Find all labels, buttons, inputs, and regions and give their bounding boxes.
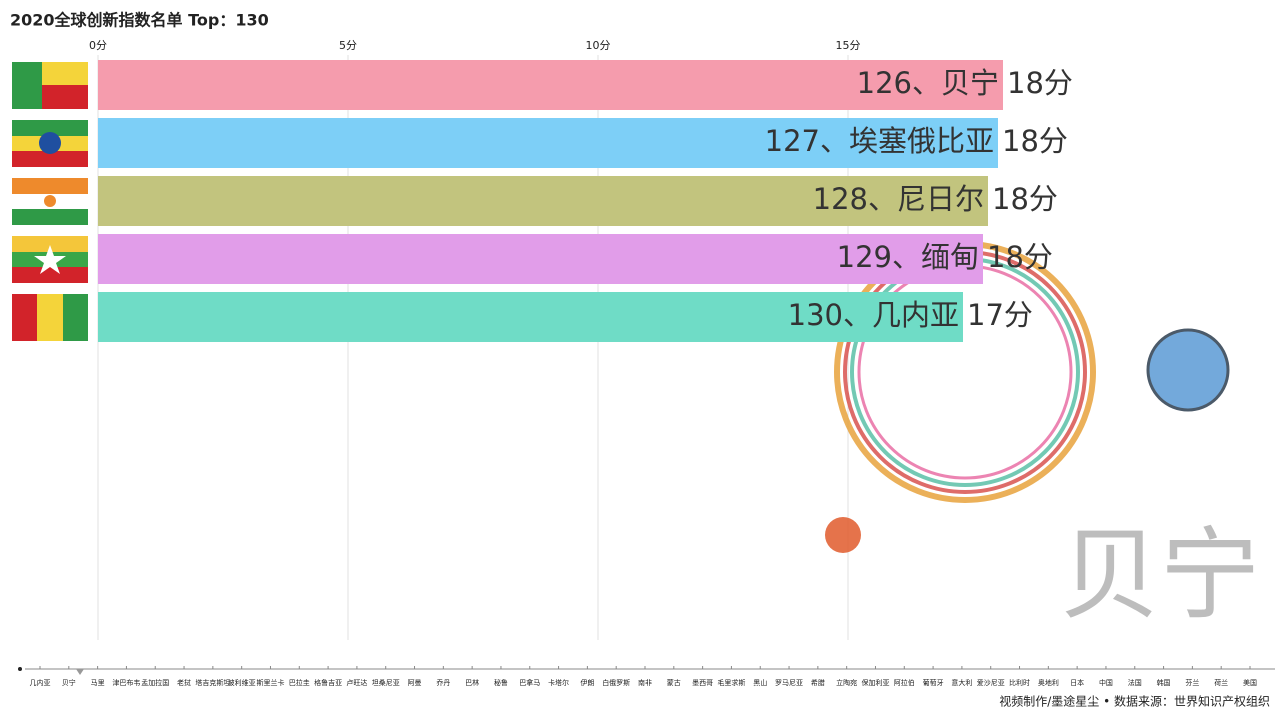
timeline-pointer (76, 669, 84, 675)
timeline-label: 乔丹 (436, 679, 450, 687)
timeline-label: 伊朗 (580, 678, 594, 687)
timeline-label: 巴拉圭 (289, 678, 310, 687)
timeline-label: 立陶宛 (836, 678, 857, 687)
flag (12, 294, 88, 341)
timeline-label: 奥地利 (1038, 678, 1059, 687)
timeline-label: 比利时 (1009, 678, 1030, 687)
timeline-label: 芬兰 (1185, 678, 1199, 687)
flag (12, 178, 88, 225)
bar (98, 292, 963, 342)
bar (98, 60, 1003, 110)
timeline-label: 津巴布韦 (112, 678, 140, 687)
decoration (825, 241, 1230, 553)
x-tick-label: 15分 (836, 39, 861, 52)
flag (12, 120, 88, 167)
timeline-label: 秘鲁 (494, 678, 508, 687)
bar (98, 234, 983, 284)
timeline-label: 白俄罗斯 (602, 678, 630, 687)
bar-label: 129、缅甸 (837, 240, 979, 274)
timeline-label: 阿曼 (408, 678, 422, 687)
timeline-label: 贝宁 (62, 678, 76, 687)
bar (98, 118, 998, 168)
timeline-label: 南非 (638, 678, 652, 687)
timeline-label: 塔吉克斯坦 (195, 678, 230, 687)
timeline-label: 意大利 (951, 678, 972, 687)
value-label: 18分 (992, 182, 1058, 216)
timeline-label: 荷兰 (1214, 678, 1228, 687)
timeline-label: 罗马尼亚 (775, 679, 803, 687)
timeline-label: 葡萄牙 (923, 678, 944, 687)
timeline-label: 美国 (1243, 678, 1257, 687)
timeline-label: 斯里兰卡 (256, 678, 284, 687)
flag (12, 236, 88, 283)
timeline-label: 黑山 (753, 678, 767, 687)
bar (98, 176, 988, 226)
timeline-label: 巴林 (465, 678, 479, 687)
value-label: 18分 (987, 240, 1053, 274)
timeline-label: 希腊 (811, 678, 825, 687)
timeline-label: 中国 (1099, 678, 1113, 687)
x-tick-label: 10分 (586, 39, 611, 52)
timeline-label: 孟加拉国 (141, 678, 169, 687)
timeline-label: 玻利维亚 (228, 678, 256, 687)
timeline-label: 马里 (91, 679, 105, 687)
x-tick-label: 5分 (339, 39, 357, 52)
x-tick-label: 0分 (89, 39, 107, 52)
timeline-label: 老挝 (177, 678, 191, 687)
timeline-label: 法国 (1128, 678, 1142, 687)
timeline-label: 爱沙尼亚 (977, 679, 1005, 687)
timeline-dot (18, 667, 22, 671)
bar-label: 126、贝宁 (857, 66, 999, 100)
footer: 视频制作/墨途星尘 • 数据来源：世界知识产权组织 (999, 694, 1270, 709)
timeline-label: 巴拿马 (519, 678, 540, 687)
timeline-label: 卢旺达 (346, 678, 367, 687)
timeline-label: 墨西哥 (692, 679, 713, 687)
timeline-label: 蒙古 (667, 678, 681, 687)
bar-label: 127、埃塞俄比亚 (765, 124, 994, 158)
timeline-label: 日本 (1070, 678, 1084, 687)
timeline-label: 毛里求斯 (717, 678, 745, 687)
timeline-label: 保加利亚 (861, 678, 889, 687)
timeline-label: 阿拉伯 (894, 678, 915, 687)
timeline-label: 几内亚 (30, 678, 51, 687)
chart-title: 2020全球创新指数名单 Top：130 (10, 11, 269, 30)
watermark: 贝宁 (1060, 516, 1260, 633)
timeline-label: 韩国 (1157, 678, 1171, 687)
bar-label: 128、尼日尔 (813, 182, 984, 216)
value-label: 18分 (1007, 66, 1073, 100)
bar-label: 130、几内亚 (788, 298, 959, 332)
timeline-label: 格鲁吉亚 (314, 678, 342, 687)
flag (12, 62, 88, 109)
value-label: 18分 (1002, 124, 1068, 158)
timeline-label: 卡塔尔 (548, 678, 569, 687)
timeline-label: 坦桑尼亚 (372, 678, 400, 687)
value-label: 17分 (967, 298, 1033, 332)
